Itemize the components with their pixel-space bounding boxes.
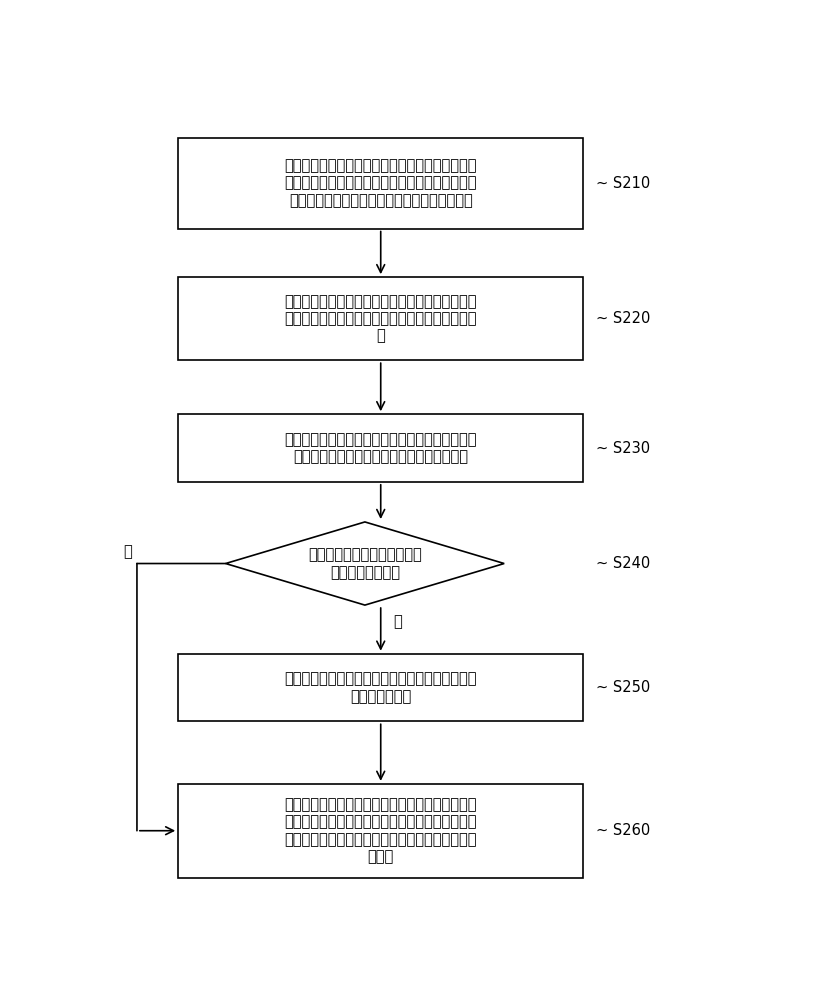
Text: ∼ S240: ∼ S240: [596, 556, 650, 571]
Bar: [178, 414, 583, 482]
Bar: [178, 784, 583, 878]
Text: 禁止执行待扫描射频序列，根据射频能量吸收率分
布与第一分布条件，调节待扫描射频序列的第一扫
描参数，重新确定扫描对象的射频能量吸收率分布
并展示: 禁止执行待扫描射频序列，根据射频能量吸收率分 布与第一分布条件，调节待扫描射频序…: [284, 797, 477, 864]
Polygon shape: [225, 522, 504, 605]
Text: 根据射频能量吸收率分布模型和待扫描射频序列的
校准参数确定扫描对象的射频能量吸收率分布: 根据射频能量吸收率分布模型和待扫描射频序列的 校准参数确定扫描对象的射频能量吸收…: [284, 432, 477, 464]
Text: 根据平躺姿态、待扫描射频序列参数和预存的射频
能量吸收率分布数据库确定射频能量吸收率分布模
型: 根据平躺姿态、待扫描射频序列参数和预存的射频 能量吸收率分布数据库确定射频能量吸…: [284, 294, 477, 344]
Bar: [178, 277, 583, 360]
Text: ∼ S220: ∼ S220: [596, 311, 650, 326]
Text: ∼ S250: ∼ S250: [596, 680, 650, 695]
Text: ∼ S230: ∼ S230: [596, 441, 650, 456]
Text: 否: 否: [123, 544, 132, 559]
Text: 根据待扫描射频序列执行磁共振扫描，获取扫描对
象的磁共振图像: 根据待扫描射频序列执行磁共振扫描，获取扫描对 象的磁共振图像: [284, 671, 477, 704]
Text: ∼ S210: ∼ S210: [596, 176, 650, 191]
Text: ∼ S260: ∼ S260: [596, 823, 650, 838]
Text: 检测射频能量吸收率分布是否
满足第一分布条件: 检测射频能量吸收率分布是否 满足第一分布条件: [308, 547, 422, 580]
Bar: [178, 654, 583, 721]
Bar: [178, 138, 583, 229]
Text: 是: 是: [394, 615, 402, 630]
Text: 根据预设射频序列获取所述扫描对象的扫描图像，
根据所述扫描图像确定所述扫描对象的平躺姿态，
其中所述预设射频序列的能量小于预设能量阈值: 根据预设射频序列获取所述扫描对象的扫描图像， 根据所述扫描图像确定所述扫描对象的…: [284, 158, 477, 208]
